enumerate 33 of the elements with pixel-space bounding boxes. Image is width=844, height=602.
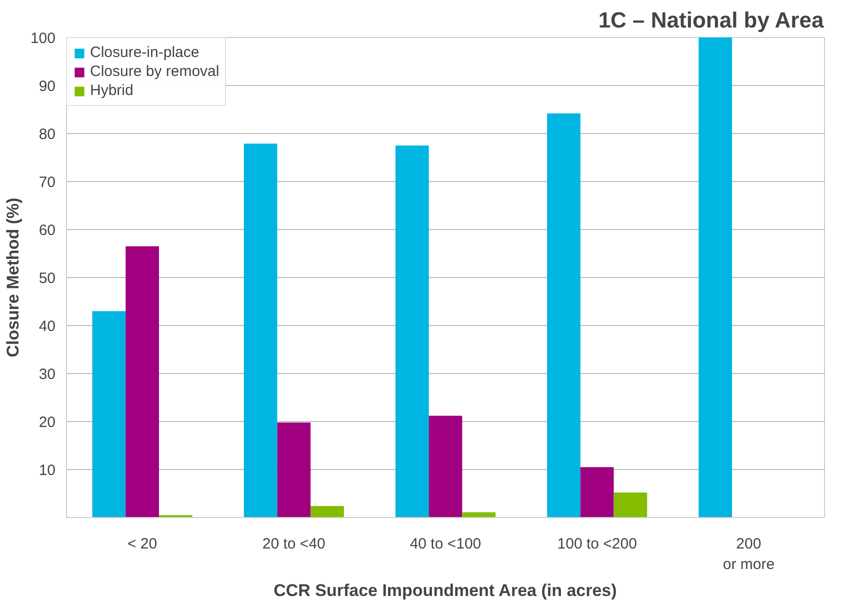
y-tick-label: 40	[38, 318, 56, 335]
y-tick-label: 90	[38, 78, 56, 95]
x-tick-label: 100 to <200	[557, 536, 637, 552]
x-tick-label: < 20	[127, 536, 158, 552]
y-tick-label: 50	[38, 270, 56, 287]
legend-label: Hybrid	[90, 82, 134, 99]
bar	[462, 512, 496, 518]
x-axis-title: CCR Surface Impoundment Area (in acres)	[274, 580, 617, 600]
bar	[614, 492, 648, 518]
x-tick-label: 200 or more	[722, 536, 775, 573]
bar	[310, 506, 344, 518]
legend-label: Closure-in-place	[90, 44, 200, 61]
bar	[428, 416, 462, 518]
y-tick-label: 30	[38, 366, 56, 383]
y-tick-label: 100	[30, 30, 56, 47]
y-tick-label: 10	[38, 462, 56, 479]
bar	[580, 467, 614, 518]
y-tick-label: 70	[38, 174, 56, 191]
bar	[244, 144, 278, 518]
y-tick-label: 20	[38, 414, 56, 431]
bar	[126, 246, 159, 518]
bar	[698, 38, 732, 518]
y-tick-label: 60	[38, 222, 56, 239]
legend-label: Closure by removal	[90, 63, 220, 80]
bar	[277, 422, 311, 518]
x-tick-label: 20 to <40	[262, 536, 326, 552]
chart-title: 1C – National by Area	[598, 8, 824, 32]
bar	[92, 311, 126, 518]
y-axis-title: Closure Method (%)	[3, 198, 22, 358]
bar	[395, 146, 429, 518]
y-tick-label: 80	[38, 126, 56, 143]
x-tick-label: 40 to <100	[410, 536, 482, 552]
bar	[547, 113, 580, 518]
